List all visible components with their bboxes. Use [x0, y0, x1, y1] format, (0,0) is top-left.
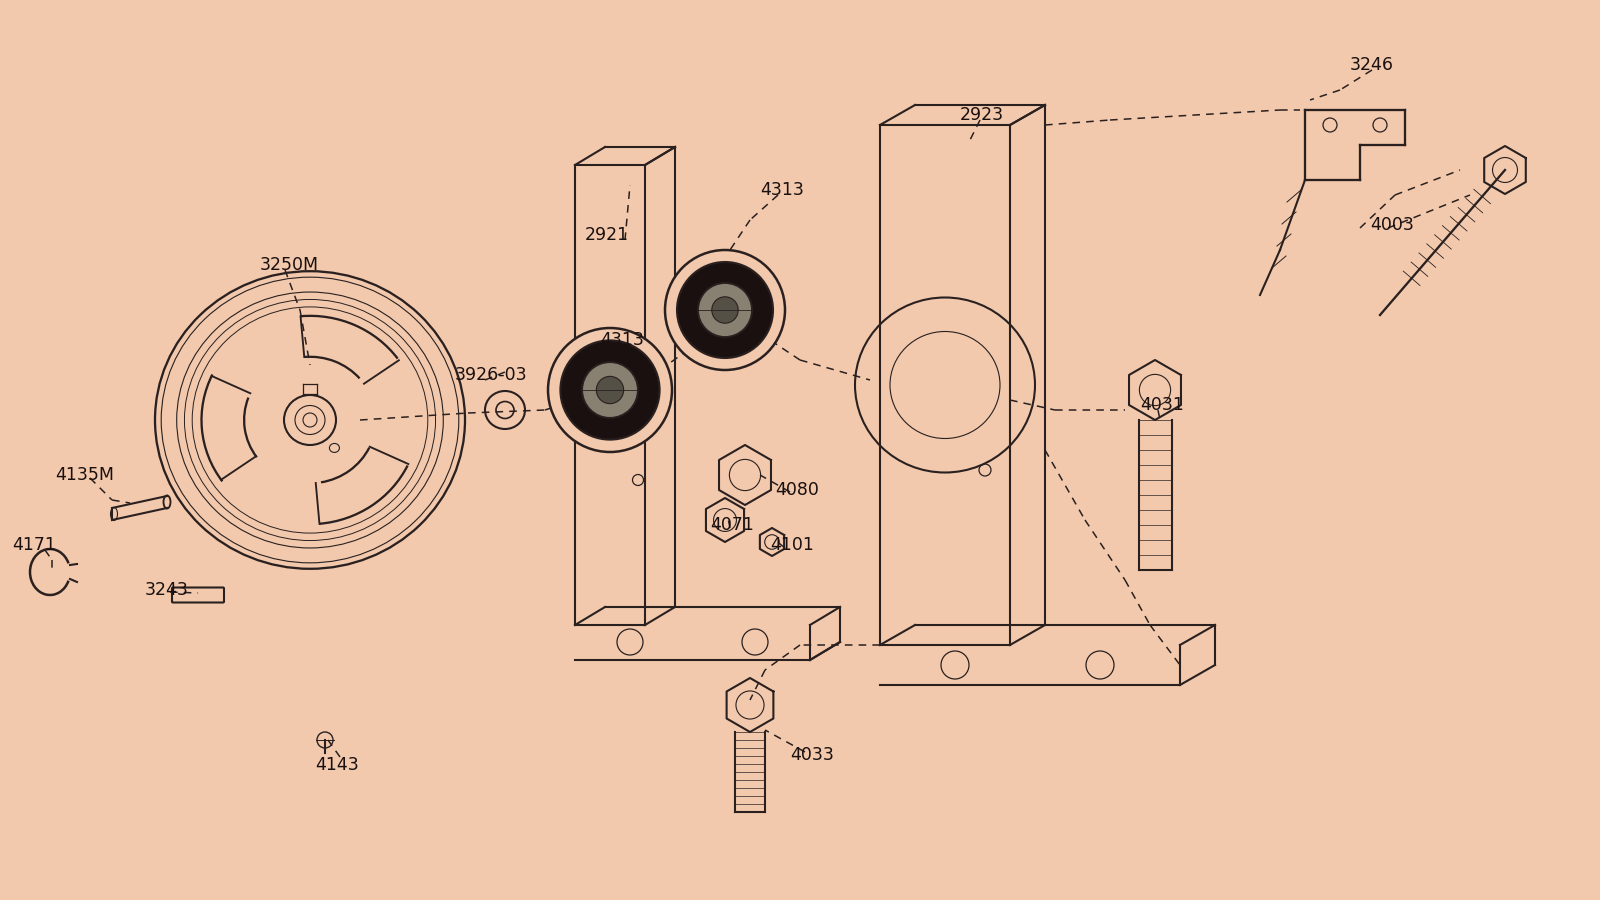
Text: 4135M: 4135M	[54, 466, 114, 484]
Ellipse shape	[582, 362, 638, 418]
Text: 3243: 3243	[146, 581, 189, 599]
Text: 3250M: 3250M	[259, 256, 318, 274]
Ellipse shape	[698, 283, 752, 337]
Ellipse shape	[597, 376, 624, 403]
Ellipse shape	[712, 297, 738, 323]
Text: 4313: 4313	[600, 331, 643, 349]
Ellipse shape	[560, 340, 659, 439]
Text: 2921: 2921	[586, 226, 629, 244]
Ellipse shape	[666, 250, 786, 370]
Text: 4071: 4071	[710, 516, 754, 534]
Text: 4003: 4003	[1370, 216, 1414, 234]
Text: 4080: 4080	[774, 481, 819, 499]
Ellipse shape	[547, 328, 672, 452]
Text: 4101: 4101	[770, 536, 814, 554]
Text: 4171: 4171	[13, 536, 56, 554]
Text: 4313: 4313	[760, 181, 803, 199]
Text: 4031: 4031	[1139, 396, 1184, 414]
Ellipse shape	[677, 262, 773, 358]
Text: 4033: 4033	[790, 746, 834, 764]
Text: 3926-03: 3926-03	[454, 366, 528, 384]
Text: 2923: 2923	[960, 106, 1005, 124]
Text: 3246: 3246	[1350, 56, 1394, 74]
Text: 4143: 4143	[315, 756, 358, 774]
